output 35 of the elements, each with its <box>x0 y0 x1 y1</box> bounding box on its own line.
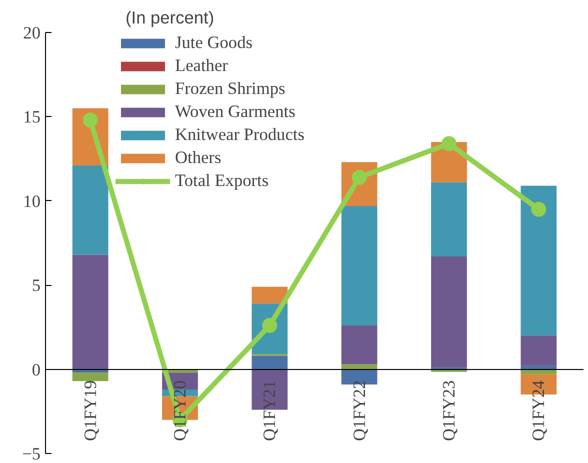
y-tick-label: 10 <box>23 192 40 211</box>
y-tick-label: 5 <box>32 276 41 296</box>
y-tick-label: −5 <box>22 444 40 463</box>
point <box>531 202 546 217</box>
legend-label: Jute Goods <box>175 33 252 53</box>
y-tick-label: 0 <box>32 360 41 380</box>
bar <box>520 336 557 366</box>
bar <box>252 356 288 370</box>
bar <box>341 206 378 326</box>
legend-label: Knitwear Products <box>175 125 304 145</box>
legend-label: Total Exports <box>175 171 269 191</box>
x-tick-label: Q1FY19 <box>80 380 100 441</box>
y-tick-label: 15 <box>23 108 40 127</box>
bar <box>520 186 557 336</box>
bar <box>431 182 467 256</box>
point <box>442 136 456 152</box>
legend-label: Leather <box>175 56 228 76</box>
bar <box>341 326 378 364</box>
bar <box>72 254 108 370</box>
y-tick-label: 20 <box>23 24 40 42</box>
legend-label: Frozen Shrimps <box>175 79 286 99</box>
bar <box>72 166 108 255</box>
legend-label: Others <box>175 148 222 168</box>
chart-subtitle: (In percent) <box>126 8 214 28</box>
x-tick-label: Q1FY21 <box>260 380 280 441</box>
x-tick-label: Q1FY23 <box>440 380 458 441</box>
x-tick-label: Q1FY20 <box>170 380 190 441</box>
x-tick-label: Q1FY22 <box>350 380 369 441</box>
bar <box>72 372 108 382</box>
x-tick-label: Q1FY24 <box>529 380 548 441</box>
bar <box>341 364 378 370</box>
legend-label: Woven Garments <box>175 102 296 122</box>
point <box>82 112 98 128</box>
bar <box>252 286 288 304</box>
bar <box>431 256 467 368</box>
